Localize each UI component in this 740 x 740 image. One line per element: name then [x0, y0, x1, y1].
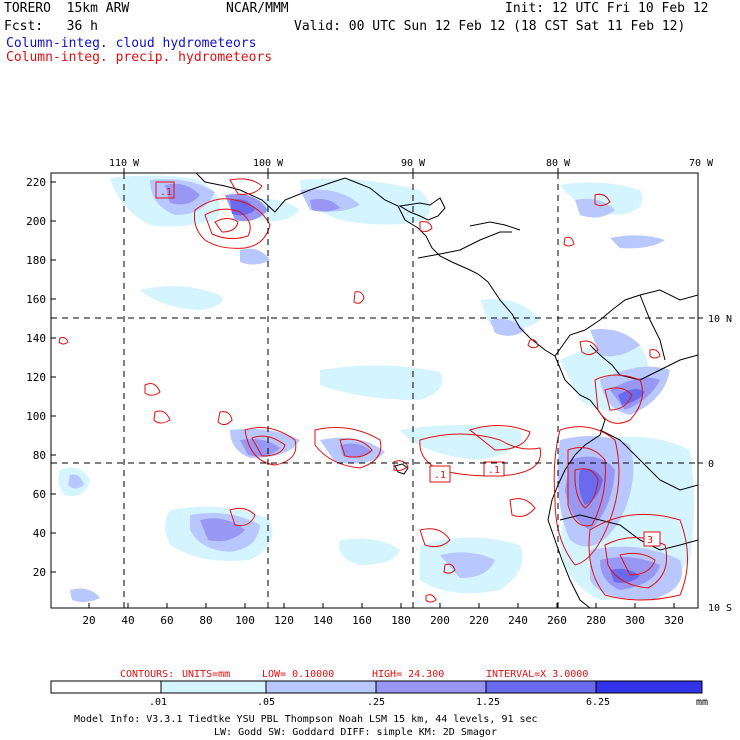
legend-swatch — [51, 681, 161, 693]
grid-x-label: 320 — [664, 614, 684, 627]
legend-threshold: 6.25 — [586, 697, 610, 708]
units-label: UNITS=mm — [182, 669, 230, 680]
legend-swatch — [596, 681, 702, 693]
lat-label: 0 — [708, 459, 714, 470]
model-title: TORERO 15km ARW — [4, 1, 130, 16]
legend-threshold: .05 — [257, 697, 275, 708]
contour-label: .1 — [160, 187, 172, 198]
grid-y-label: 60 — [33, 488, 46, 501]
lon-label: 70 W — [689, 158, 714, 169]
grid-y-label: 180 — [26, 254, 46, 267]
grid-x-label: 240 — [508, 614, 528, 627]
grid-x-label: 80 — [199, 614, 212, 627]
grid-y-label: 80 — [33, 449, 46, 462]
precip-contours — [58, 178, 688, 603]
field-precip-label: Column-integ. precip. hydrometeors — [6, 50, 273, 65]
grid-x-label: 200 — [430, 614, 450, 627]
field-cloud-label: Column-integ. cloud hydrometeors — [6, 36, 257, 51]
grid-y-label: 100 — [26, 410, 46, 423]
legend-threshold: .25 — [367, 697, 385, 708]
init-time: Init: 12 UTC Fri 10 Feb 12 — [505, 1, 709, 16]
model-info-line2: LW: Godd SW: Goddard DIFF: simple KM: 2D… — [214, 727, 497, 738]
grid-x-label: 20 — [82, 614, 95, 627]
grid-x-label: 220 — [469, 614, 489, 627]
legend-swatch — [376, 681, 486, 693]
grid-x-label: 120 — [274, 614, 294, 627]
grid-x-label: 100 — [235, 614, 255, 627]
grid-x-label: 260 — [547, 614, 567, 627]
lon-label: 80 W — [546, 158, 571, 169]
interval-value: INTERVAL=X 3.0000 — [486, 669, 588, 680]
grid-y-label: 140 — [26, 332, 46, 345]
contour-label: .1 — [434, 470, 446, 481]
legend-threshold: .01 — [149, 697, 167, 708]
forecast-hour: Fcst: 36 h — [4, 19, 98, 34]
lon-label: 100 W — [253, 158, 284, 169]
grid-y-label: 160 — [26, 293, 46, 306]
lat-label: 10 S — [708, 603, 732, 614]
contours-label: CONTOURS: — [120, 669, 174, 680]
legend-swatch — [161, 681, 266, 693]
map-frame — [50, 172, 699, 609]
valid-time: Valid: 00 UTC Sun 12 Feb 12 (18 CST Sat … — [294, 19, 686, 34]
grid-x-label: 60 — [160, 614, 173, 627]
grid-x-label: 160 — [352, 614, 372, 627]
color-legend — [50, 680, 703, 694]
model-info-line1: Model Info: V3.3.1 Tiedtke YSU PBL Thomp… — [74, 714, 538, 725]
lon-label: 110 W — [109, 158, 140, 169]
cloud-shading — [58, 175, 694, 603]
legend-swatch — [266, 681, 376, 693]
legend-threshold: 1.25 — [476, 697, 500, 708]
lat-lon-grid — [51, 173, 698, 608]
lon-label: 90 W — [401, 158, 426, 169]
grid-x-label: 300 — [625, 614, 645, 627]
grid-y-label: 40 — [33, 527, 46, 540]
agency-label: NCAR/MMM — [226, 1, 289, 16]
contour-label: .1 — [488, 465, 500, 476]
grid-x-label: 280 — [586, 614, 606, 627]
legend-swatch — [486, 681, 596, 693]
lat-label: 10 N — [708, 314, 732, 325]
grid-y-label: 120 — [26, 371, 46, 384]
contour-label: 3 — [647, 535, 653, 546]
grid-y-label: 200 — [26, 215, 46, 228]
high-value: HIGH= 24.300 — [372, 669, 444, 680]
grid-y-label: 220 — [26, 176, 46, 189]
grid-x-label: 40 — [121, 614, 134, 627]
grid-y-label: 20 — [33, 566, 46, 579]
grid-x-label: 180 — [391, 614, 411, 627]
legend-unit: mm — [696, 697, 708, 708]
axis-ticks — [51, 168, 703, 608]
grid-x-label: 140 — [313, 614, 333, 627]
low-value: LOW= 0.10000 — [262, 669, 334, 680]
